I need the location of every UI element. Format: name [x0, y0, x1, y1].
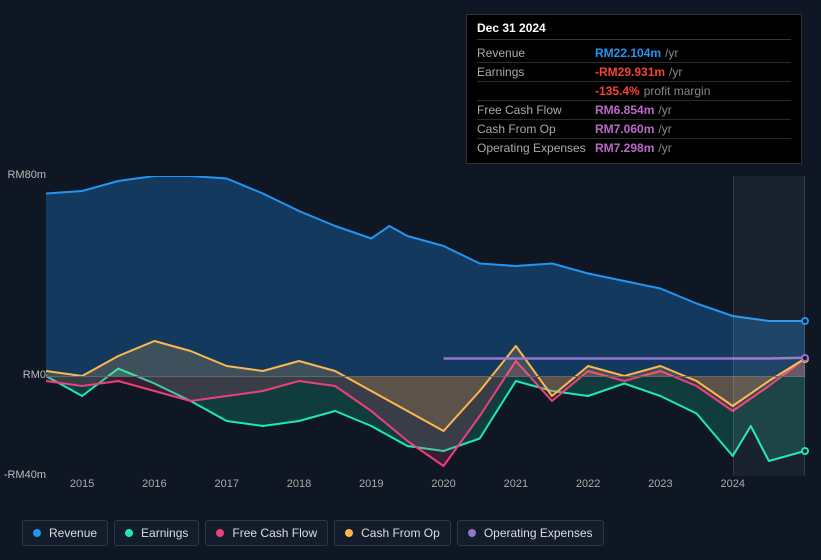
x-axis-tick: 2022 — [576, 478, 600, 490]
legend-item[interactable]: Operating Expenses — [457, 520, 604, 546]
legend-item[interactable]: Earnings — [114, 520, 199, 546]
legend: Revenue Earnings Free Cash Flow Cash From O… — [22, 520, 604, 546]
series-marker — [801, 354, 809, 362]
x-axis-tick: 2024 — [720, 478, 744, 490]
plot-area[interactable] — [46, 176, 805, 476]
x-axis: 2015 2016 2017 2018 2019 2020 2021 2022 2023 2024 — [46, 478, 805, 498]
x-axis-tick: 2016 — [142, 478, 166, 490]
legend-label: Free Cash Flow — [232, 526, 317, 540]
tooltip-row-label: Earnings — [477, 65, 595, 79]
tooltip-row: Cash From OpRM7.060m/yr — [477, 120, 791, 139]
tooltip-row-label: Revenue — [477, 46, 595, 60]
legend-swatch — [345, 529, 353, 537]
zero-line — [46, 376, 805, 377]
legend-swatch — [33, 529, 41, 537]
tooltip-panel: Dec 31 2024 RevenueRM22.104m/yrEarnings-… — [466, 14, 802, 164]
tooltip-row-suffix: /yr — [665, 46, 678, 60]
x-axis-tick: 2017 — [214, 478, 238, 490]
tooltip-row: Operating ExpensesRM7.298m/yr — [477, 139, 791, 157]
legend-item[interactable]: Free Cash Flow — [205, 520, 328, 546]
tooltip-row-label: Free Cash Flow — [477, 103, 595, 117]
y-axis-label: -RM40m — [0, 469, 46, 481]
tooltip-row: Earnings-RM29.931m/yr — [477, 63, 791, 82]
tooltip-row-suffix: /yr — [658, 141, 671, 155]
legend-label: Earnings — [141, 526, 188, 540]
legend-swatch — [216, 529, 224, 537]
y-axis-label: RM80m — [0, 169, 46, 181]
x-axis-tick: 2019 — [359, 478, 383, 490]
x-axis-tick: 2020 — [431, 478, 455, 490]
plot-svg — [46, 176, 805, 476]
legend-label: Revenue — [49, 526, 97, 540]
x-axis-tick: 2023 — [648, 478, 672, 490]
tooltip-row-value: -135.4% — [595, 84, 640, 98]
legend-swatch — [125, 529, 133, 537]
tooltip-row-value: RM7.060m — [595, 122, 654, 136]
tooltip-row-label: Operating Expenses — [477, 141, 595, 155]
financial-chart[interactable]: RM80mRM0-RM40m 2015201620172018201920202… — [16, 158, 805, 518]
tooltip-row-value: RM7.298m — [595, 141, 654, 155]
tooltip-row: -135.4% profit margin — [477, 82, 791, 101]
tooltip-row-value: RM6.854m — [595, 103, 654, 117]
x-axis-tick: 2018 — [287, 478, 311, 490]
tooltip-row: RevenueRM22.104m/yr — [477, 44, 791, 63]
series-marker — [801, 447, 809, 455]
y-axis-label: RM0 — [0, 369, 46, 381]
tooltip-date: Dec 31 2024 — [477, 21, 791, 40]
legend-label: Cash From Op — [361, 526, 440, 540]
legend-label: Operating Expenses — [484, 526, 593, 540]
tooltip-row-label: Cash From Op — [477, 122, 595, 136]
tooltip-row-suffix: /yr — [658, 103, 671, 117]
series-marker — [801, 317, 809, 325]
tooltip-row-value: RM22.104m — [595, 46, 661, 60]
legend-swatch — [468, 529, 476, 537]
x-axis-tick: 2021 — [504, 478, 528, 490]
tooltip-row-suffix: /yr — [669, 65, 682, 79]
tooltip-row-value: -RM29.931m — [595, 65, 665, 79]
hover-band — [733, 176, 805, 476]
legend-item[interactable]: Cash From Op — [334, 520, 451, 546]
legend-item[interactable]: Revenue — [22, 520, 108, 546]
tooltip-row-suffix: profit margin — [644, 84, 711, 98]
tooltip-row: Free Cash FlowRM6.854m/yr — [477, 101, 791, 120]
x-axis-tick: 2015 — [70, 478, 94, 490]
tooltip-row-suffix: /yr — [658, 122, 671, 136]
